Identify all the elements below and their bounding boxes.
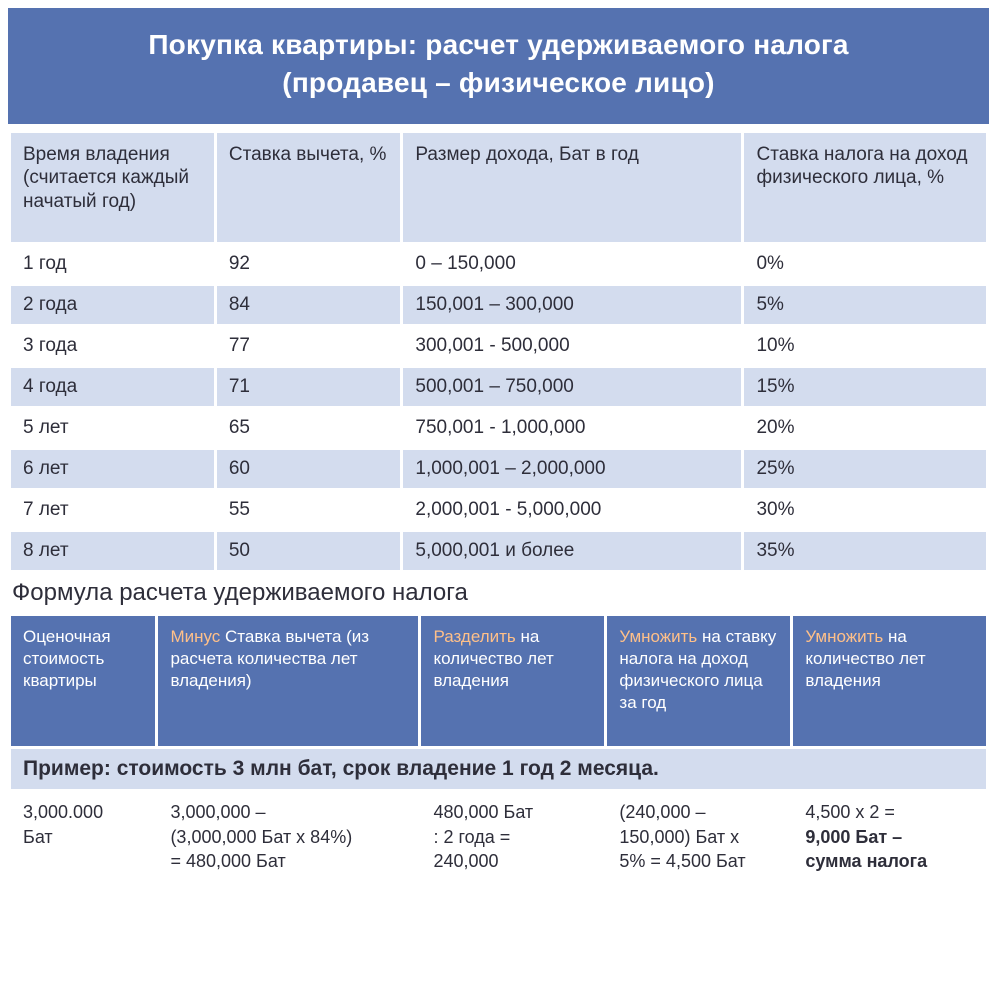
example-text: месяца.	[571, 757, 658, 780]
calculation-row: 3,000.000 Бат 3,000,000 – (3,000,000 Бат…	[11, 792, 986, 889]
fh-accent: Умножить	[805, 627, 883, 646]
calc-text: 3,000,000 –	[170, 802, 265, 822]
calc-text: (3,000,000 Бат x 84%)	[170, 827, 352, 847]
calc-text: : 2 года =	[433, 827, 510, 847]
calc-appraised: 3,000.000 Бат	[11, 792, 155, 889]
th-tax-rate: Ставка налога на доход физического лица,…	[744, 133, 986, 242]
cell: 0%	[744, 245, 986, 283]
cell: 55	[217, 491, 401, 529]
fh-appraised-value: Оценочная стоимость квартиры	[11, 616, 155, 746]
cell: 2,000,001 - 5,000,000	[403, 491, 741, 529]
cell: 10%	[744, 327, 986, 365]
fh-divide-years: Разделить на количество лет владения	[421, 616, 604, 746]
table-row: 8 лет 50 5,000,001 и более 35%	[11, 532, 986, 570]
cell: 0 – 150,000	[403, 245, 741, 283]
cell: 5%	[744, 286, 986, 324]
cell: 71	[217, 368, 401, 406]
calc-result: 4,500 x 2 = 9,000 Бат – сумма налога	[793, 792, 986, 889]
calc-text: Бат	[23, 827, 53, 847]
cell: 4 года	[11, 368, 214, 406]
formula-table: Оценочная стоимость квартиры Минус Ставк…	[8, 613, 989, 892]
cell: 300,001 - 500,000	[403, 327, 741, 365]
calc-text: 3,000.000	[23, 802, 103, 822]
cell: 750,001 - 1,000,000	[403, 409, 741, 447]
cell: 3 года	[11, 327, 214, 365]
table-row: 6 лет 60 1,000,001 – 2,000,000 25%	[11, 450, 986, 488]
fh-text: Оценочная стоимость квартиры	[23, 627, 111, 690]
cell: 1 год	[11, 245, 214, 283]
th-ownership-time: Время владения (считается каждый начатый…	[11, 133, 214, 242]
cell: 50	[217, 532, 401, 570]
example-val: 1	[502, 757, 514, 780]
title-line2: (продавец – физическое лицо)	[282, 67, 714, 98]
calc-text: 4,500 x 2 =	[805, 802, 895, 822]
table-row: 5 лет 65 750,001 - 1,000,000 20%	[11, 409, 986, 447]
fh-accent: Умножить	[619, 627, 697, 646]
cell: 150,001 – 300,000	[403, 286, 741, 324]
table1-header-row: Время владения (считается каждый начатый…	[11, 133, 986, 242]
cell: 7 лет	[11, 491, 214, 529]
cell: 15%	[744, 368, 986, 406]
deduction-tax-table: Время владения (считается каждый начатый…	[8, 130, 989, 573]
table-row: 3 года 77 300,001 - 500,000 10%	[11, 327, 986, 365]
cell: 5 лет	[11, 409, 214, 447]
cell: 6 лет	[11, 450, 214, 488]
cell: 35%	[744, 532, 986, 570]
table-row: 7 лет 55 2,000,001 - 5,000,000 30%	[11, 491, 986, 529]
title-line1: Покупка квартиры: расчет удерживаемого н…	[148, 29, 848, 60]
example-text: млн бат, срок владение	[244, 757, 502, 780]
cell: 30%	[744, 491, 986, 529]
cell: 2 года	[11, 286, 214, 324]
calc-text: 480,000 Бат	[433, 802, 533, 822]
table-row: 4 года 71 500,001 – 750,000 15%	[11, 368, 986, 406]
cell: 25%	[744, 450, 986, 488]
calc-text: = 480,000 Бат	[170, 851, 285, 871]
calc-text: 5% = 4,500 Бат	[619, 851, 745, 871]
calc-minus: 3,000,000 – (3,000,000 Бат x 84%) = 480,…	[158, 792, 418, 889]
title-banner: Покупка квартиры: расчет удерживаемого н…	[8, 8, 989, 124]
fh-multiply-rate: Умножить на ставку налога на доход физич…	[607, 616, 790, 746]
cell: 84	[217, 286, 401, 324]
example-val: 2	[560, 757, 572, 780]
fh-accent: Разделить	[433, 627, 515, 646]
calc-text: 150,000) Бат x	[619, 827, 739, 847]
th-income-range: Размер дохода, Бат в год	[403, 133, 741, 242]
cell: 5,000,001 и более	[403, 532, 741, 570]
fh-multiply-years: Умножить на количество лет владения	[793, 616, 986, 746]
cell: 500,001 – 750,000	[403, 368, 741, 406]
cell: 92	[217, 245, 401, 283]
calc-divide: 480,000 Бат : 2 года = 240,000	[421, 792, 604, 889]
cell: 60	[217, 450, 401, 488]
cell: 65	[217, 409, 401, 447]
page-container: Покупка квартиры: расчет удерживаемого н…	[0, 0, 997, 900]
calc-multiply-rate: (240,000 – 150,000) Бат x 5% = 4,500 Бат	[607, 792, 790, 889]
th-deduction-rate: Ставка вычета, %	[217, 133, 401, 242]
calc-text-bold: 9,000 Бат –	[805, 827, 902, 847]
example-text: Пример: стоимость	[23, 757, 233, 780]
formula-heading: Формула расчета удерживаемого налога	[8, 573, 989, 613]
formula-header-row: Оценочная стоимость квартиры Минус Ставк…	[11, 616, 986, 746]
cell: 20%	[744, 409, 986, 447]
calc-text: 240,000	[433, 851, 498, 871]
example-text: год	[514, 757, 560, 780]
cell: 77	[217, 327, 401, 365]
example-val: 3	[233, 757, 245, 780]
calc-text-bold: сумма налога	[805, 851, 927, 871]
fh-minus-deduction: Минус Ставка вычета (из расчета количест…	[158, 616, 418, 746]
table-row: 2 года 84 150,001 – 300,000 5%	[11, 286, 986, 324]
calc-text: (240,000 –	[619, 802, 705, 822]
cell: 1,000,001 – 2,000,000	[403, 450, 741, 488]
table-row: 1 год 92 0 – 150,000 0%	[11, 245, 986, 283]
fh-accent: Минус	[170, 627, 220, 646]
example-cell: Пример: стоимость 3 млн бат, срок владен…	[11, 749, 986, 789]
cell: 8 лет	[11, 532, 214, 570]
example-row: Пример: стоимость 3 млн бат, срок владен…	[11, 749, 986, 789]
